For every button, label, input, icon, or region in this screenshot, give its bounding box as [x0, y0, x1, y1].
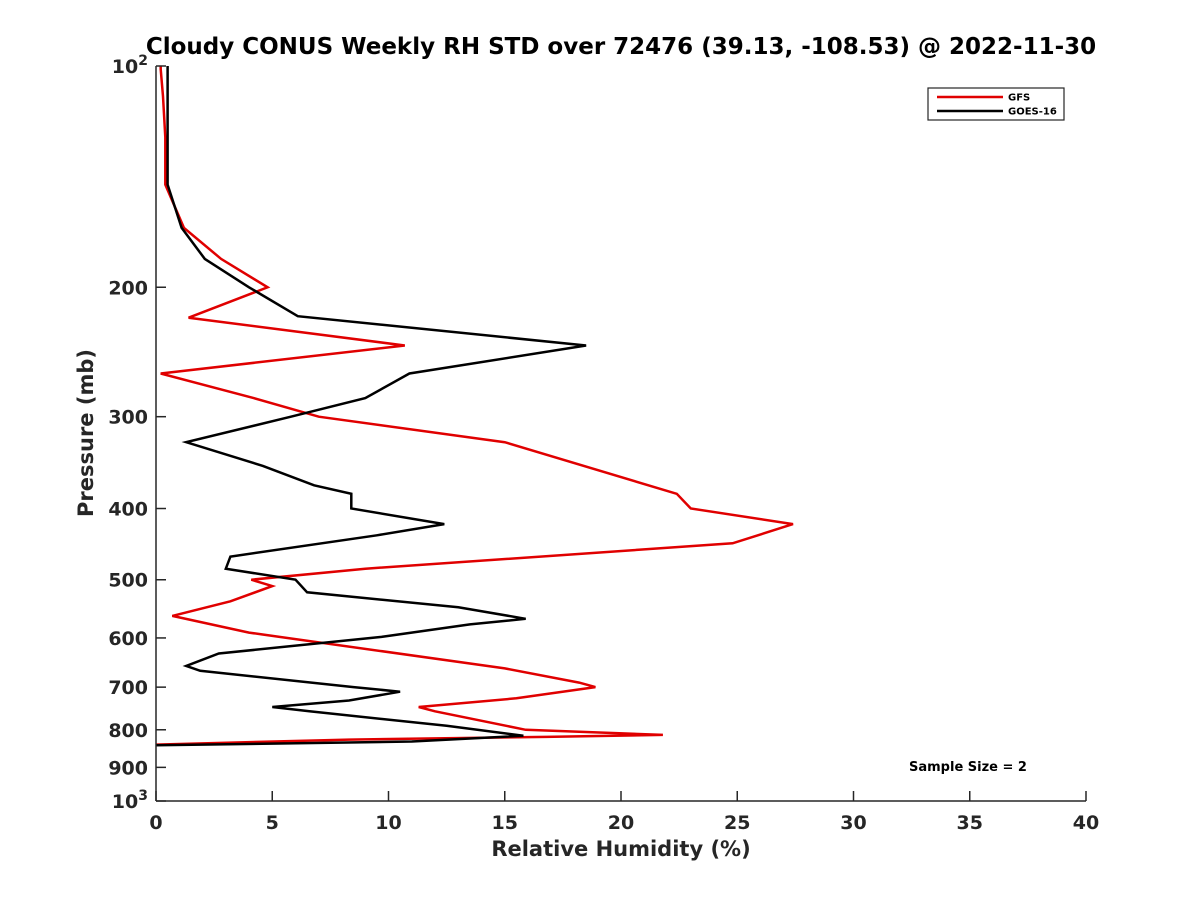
y-tick-label: 400: [108, 499, 148, 521]
y-tick-label: 103: [112, 788, 148, 813]
x-tick-label: 30: [840, 812, 866, 834]
x-tick-label: 25: [724, 812, 750, 834]
y-tick-label: 700: [108, 677, 148, 699]
series-line-goes16: [155, 66, 587, 747]
legend: GFS GOES-16: [927, 87, 1065, 121]
y-tick-label: 200: [108, 277, 148, 299]
y-tick-label: 800: [108, 720, 148, 742]
x-tick-label: 20: [608, 812, 634, 834]
y-tick-label: 500: [108, 570, 148, 592]
x-tick-label: 35: [957, 812, 983, 834]
legend-label-gfs: GFS: [1008, 93, 1030, 104]
x-tick-label: 5: [266, 812, 279, 834]
chart-title: Cloudy CONUS Weekly RH STD over 72476 (3…: [146, 34, 1096, 60]
y-tick-label: 300: [108, 407, 148, 429]
series-line-gfs: [155, 66, 794, 746]
x-tick-label: 0: [149, 812, 162, 834]
y-axis-ticks: 102 200 300 400 500 600 700 800 900 103: [108, 53, 166, 813]
y-tick-label: 900: [108, 757, 148, 779]
y-tick-label: 600: [108, 628, 148, 650]
legend-box: [927, 87, 1065, 121]
y-tick-label: 102: [112, 53, 148, 78]
x-axis-label: Relative Humidity (%): [491, 837, 750, 861]
legend-label-goes16: GOES-16: [1008, 107, 1057, 118]
x-tick-label: 15: [492, 812, 518, 834]
plot-lines: [155, 66, 794, 747]
x-tick-label: 10: [375, 812, 401, 834]
x-tick-label: 40: [1073, 812, 1099, 834]
y-axis-label: Pressure (mb): [74, 349, 98, 517]
x-axis-ticks: 0 5 10 15 20 25 30 35 40: [149, 791, 1099, 834]
sample-size-annotation: Sample Size = 2: [909, 760, 1027, 775]
